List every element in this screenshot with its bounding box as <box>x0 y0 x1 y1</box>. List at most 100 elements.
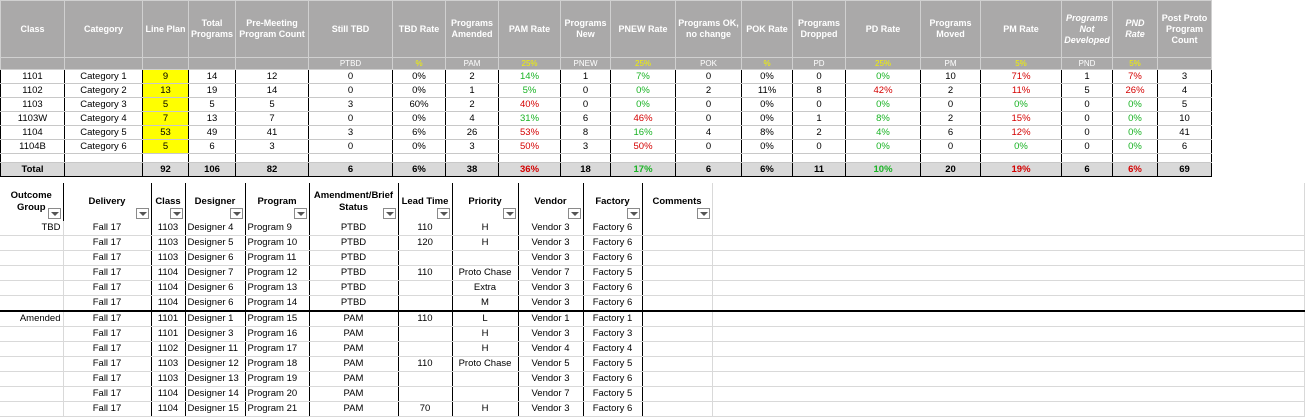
summary-cell[interactable]: 0% <box>845 69 922 84</box>
outcome-cell[interactable]: Designer 11 <box>185 341 246 357</box>
summary-header-cell[interactable]: PND Rate <box>1112 0 1159 58</box>
summary-cell[interactable]: 0 <box>675 111 743 126</box>
summary-cell[interactable]: 1 <box>792 111 847 126</box>
outcome-cell[interactable]: Fall 17 <box>63 280 152 296</box>
summary-code-cell[interactable]: POK <box>675 57 743 70</box>
summary-cell[interactable]: 11% <box>741 83 794 98</box>
outcome-cell[interactable] <box>398 326 453 342</box>
outcome-cell[interactable]: Fall 17 <box>63 221 152 236</box>
outcome-cell[interactable]: Vendor 1 <box>518 310 584 327</box>
outcome-cell[interactable]: Vendor 3 <box>518 250 584 266</box>
summary-code-cell[interactable]: 5% <box>1112 57 1159 70</box>
summary-header-cell[interactable]: Programs Amended <box>445 0 500 58</box>
outcome-header-cell[interactable]: Priority <box>452 183 519 221</box>
comments-cell[interactable] <box>642 221 713 236</box>
summary-cell[interactable]: 2 <box>920 111 982 126</box>
summary-total-cell[interactable]: 36% <box>498 162 562 177</box>
outcome-cell[interactable]: Vendor 3 <box>518 235 584 251</box>
summary-cell[interactable]: Category 4 <box>64 111 143 126</box>
outcome-cell[interactable]: Program 12 <box>245 265 310 281</box>
outcome-cell[interactable]: Factory 6 <box>583 371 643 387</box>
blank-cell[interactable] <box>712 310 1305 327</box>
comments-cell[interactable] <box>642 265 713 281</box>
outcome-header-cell[interactable]: Designer <box>185 183 246 221</box>
summary-cell[interactable]: 1103 <box>0 97 65 112</box>
outcome-cell[interactable]: Factory 5 <box>583 356 643 372</box>
summary-cell[interactable]: 6% <box>392 125 447 140</box>
summary-cell[interactable]: 1 <box>560 69 612 84</box>
summary-cell[interactable]: 0 <box>675 69 743 84</box>
outcome-cell[interactable]: Vendor 3 <box>518 280 584 296</box>
outcome-cell[interactable]: Program 11 <box>245 250 310 266</box>
summary-cell[interactable]: Category 5 <box>64 125 143 140</box>
outcome-cell[interactable]: Fall 17 <box>63 295 152 312</box>
outcome-cell[interactable]: Designer 14 <box>185 386 246 402</box>
summary-total-cell[interactable]: Total <box>0 162 65 177</box>
summary-cell[interactable]: 14 <box>187 69 237 84</box>
outcome-cell[interactable] <box>398 341 453 357</box>
outcome-cell[interactable]: PAM <box>309 386 399 402</box>
summary-code-cell[interactable]: % <box>392 57 447 70</box>
summary-total-cell[interactable]: 10% <box>845 162 922 177</box>
outcome-cell[interactable] <box>452 371 519 387</box>
summary-cell[interactable]: 0% <box>392 83 447 98</box>
outcome-cell[interactable]: 1104 <box>151 265 186 281</box>
summary-cell[interactable]: 1104B <box>0 139 65 154</box>
outcome-cell[interactable]: PTBD <box>309 265 399 281</box>
summary-cell[interactable]: 0 <box>792 97 847 112</box>
summary-cell[interactable]: 0 <box>792 139 847 154</box>
summary-header-cell[interactable]: Line Plan <box>142 0 189 58</box>
summary-cell[interactable]: 5 <box>142 139 189 154</box>
outcome-cell[interactable]: Amended <box>0 310 64 327</box>
summary-cell[interactable]: 0% <box>610 97 677 112</box>
summary-total-cell[interactable]: 6 <box>1061 162 1114 177</box>
summary-blank-cell[interactable] <box>1061 153 1114 163</box>
outcome-cell[interactable] <box>0 295 64 312</box>
summary-cell[interactable]: 0% <box>980 97 1063 112</box>
summary-blank-cell[interactable] <box>0 153 65 163</box>
summary-cell[interactable]: 31% <box>498 111 562 126</box>
outcome-cell[interactable]: Fall 17 <box>63 250 152 266</box>
outcome-cell[interactable]: Program 17 <box>245 341 310 357</box>
filter-dropdown-icon[interactable] <box>567 208 581 219</box>
outcome-cell[interactable]: Factory 6 <box>583 235 643 251</box>
summary-cell[interactable]: 7 <box>235 111 310 126</box>
outcome-cell[interactable]: PAM <box>309 356 399 372</box>
outcome-cell[interactable]: PTBD <box>309 221 399 236</box>
outcome-header-cell[interactable]: Outcome Group <box>0 183 64 221</box>
summary-cell[interactable]: 2 <box>445 97 500 112</box>
outcome-cell[interactable]: Designer 6 <box>185 280 246 296</box>
summary-cell[interactable]: Category 1 <box>64 69 143 84</box>
outcome-cell[interactable] <box>398 295 453 312</box>
summary-header-cell[interactable]: Category <box>64 0 143 58</box>
summary-cell[interactable]: 0% <box>610 83 677 98</box>
summary-total-cell[interactable]: 18 <box>560 162 612 177</box>
summary-header-cell[interactable]: PNEW Rate <box>610 0 677 58</box>
outcome-cell[interactable]: H <box>452 221 519 236</box>
outcome-header-blank[interactable] <box>712 183 1305 221</box>
summary-cell[interactable]: 14 <box>235 83 310 98</box>
summary-cell[interactable]: 0 <box>1061 125 1114 140</box>
summary-header-cell[interactable]: PD Rate <box>845 0 922 58</box>
outcome-cell[interactable]: Designer 13 <box>185 371 246 387</box>
outcome-cell[interactable]: 1103 <box>151 356 186 372</box>
summary-cell[interactable]: 42% <box>845 83 922 98</box>
outcome-cell[interactable]: 1101 <box>151 326 186 342</box>
outcome-cell[interactable]: TBD <box>0 221 64 236</box>
outcome-cell[interactable]: Fall 17 <box>63 341 152 357</box>
summary-cell[interactable]: 0% <box>741 139 794 154</box>
summary-cell[interactable]: 1103W <box>0 111 65 126</box>
summary-cell[interactable]: 13 <box>187 111 237 126</box>
outcome-cell[interactable]: Fall 17 <box>63 386 152 402</box>
comments-cell[interactable] <box>642 235 713 251</box>
outcome-cell[interactable]: 1104 <box>151 280 186 296</box>
summary-blank-cell[interactable] <box>980 153 1063 163</box>
summary-header-cell[interactable]: Programs New <box>560 0 612 58</box>
filter-dropdown-icon[interactable] <box>696 208 710 219</box>
comments-cell[interactable] <box>642 295 713 312</box>
outcome-cell[interactable]: Program 18 <box>245 356 310 372</box>
outcome-cell[interactable] <box>452 386 519 402</box>
blank-cell[interactable] <box>712 280 1305 296</box>
summary-cell[interactable]: 8 <box>792 83 847 98</box>
comments-cell[interactable] <box>642 250 713 266</box>
